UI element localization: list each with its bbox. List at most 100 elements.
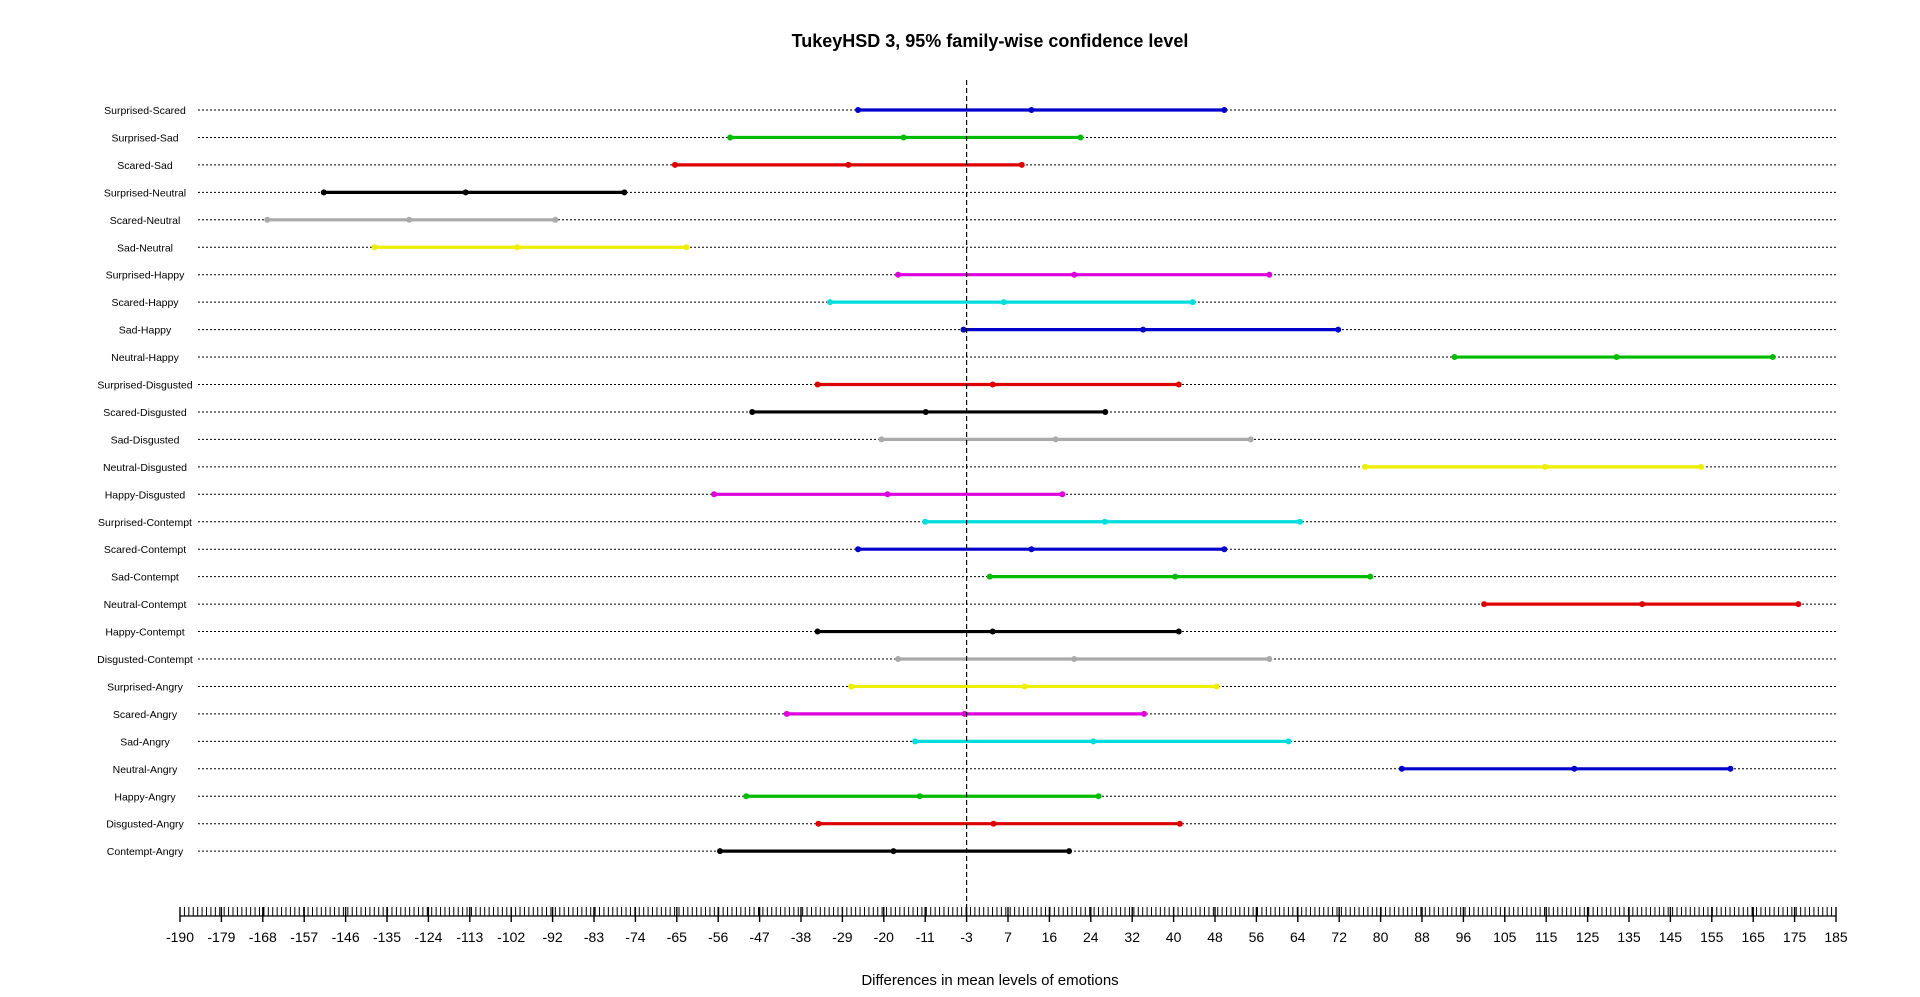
interval-endpoint <box>1066 848 1073 855</box>
interval-sad-disgusted <box>878 436 1254 443</box>
interval-neutral-disgusted <box>1362 463 1705 470</box>
interval-mean-point <box>1000 299 1007 306</box>
interval-endpoint <box>621 189 628 196</box>
interval-mean-point <box>989 628 996 635</box>
interval-sad-neutral <box>371 244 690 251</box>
x-tick-label: 115 <box>1535 929 1558 945</box>
interval-endpoint <box>552 216 559 223</box>
comparison-label: Sad-Angry <box>120 736 170 748</box>
comparison-label: Surprised-Disgusted <box>97 380 192 392</box>
comparison-label: Neutral-Disgusted <box>103 462 187 474</box>
comparison-label: Sad-Happy <box>119 325 172 337</box>
interval-mean-point <box>1090 738 1097 745</box>
interval-endpoint <box>1018 161 1025 168</box>
interval-endpoint <box>895 656 902 662</box>
interval-endpoint <box>848 683 855 690</box>
interval-mean-point <box>845 161 852 168</box>
interval-disgusted-contempt <box>895 656 1273 662</box>
interval-happy-contempt <box>814 628 1182 635</box>
interval-neutral-contempt <box>1481 601 1802 608</box>
interval-endpoint <box>727 134 734 141</box>
comparison-label: Surprised-Happy <box>106 270 186 282</box>
interval-surprised-angry <box>848 683 1220 690</box>
interval-endpoint <box>1266 656 1273 662</box>
interval-endpoint <box>711 491 718 498</box>
interval-endpoint <box>1451 354 1458 361</box>
interval-sad-contempt <box>986 573 1374 580</box>
comparison-label: Surprised-Sad <box>111 132 178 144</box>
interval-scared-happy <box>826 299 1196 306</box>
comparison-label: Surprised-Neutral <box>104 187 186 199</box>
interval-endpoint <box>1175 628 1182 635</box>
interval-surprised-scared <box>855 107 1228 113</box>
x-tick-label: -38 <box>791 929 811 945</box>
interval-endpoint <box>1213 683 1220 690</box>
comparison-label: Scared-Disgusted <box>103 407 187 419</box>
x-tick-label: 72 <box>1331 929 1347 945</box>
x-tick-label: -20 <box>874 929 894 945</box>
interval-endpoint <box>1398 765 1405 772</box>
x-tick-label: 16 <box>1042 929 1058 945</box>
x-tick-label: 165 <box>1742 929 1766 945</box>
interval-endpoint <box>912 738 919 745</box>
x-tick-label: 96 <box>1456 929 1472 945</box>
x-tick-label: 135 <box>1617 929 1641 945</box>
interval-endpoint <box>1727 765 1734 772</box>
interval-mean-point <box>1140 326 1147 333</box>
interval-mean-point <box>1028 546 1035 553</box>
interval-mean-point <box>916 793 923 800</box>
interval-mean-point <box>1052 436 1059 443</box>
x-tick-label: -179 <box>207 929 235 945</box>
x-tick-label: 145 <box>1659 929 1683 945</box>
x-tick-label: -190 <box>166 929 194 945</box>
x-tick-label: -135 <box>373 929 401 945</box>
interval-endpoint <box>371 244 378 251</box>
interval-mean-point <box>890 848 897 855</box>
interval-surprised-neutral <box>320 189 628 196</box>
interval-endpoint <box>855 546 862 553</box>
interval-endpoint <box>671 161 678 168</box>
comparison-label: Happy-Contempt <box>105 627 184 639</box>
interval-mean-point <box>990 820 997 827</box>
interval-mean-point <box>1021 683 1028 690</box>
interval-mean-point <box>513 244 520 251</box>
interval-endpoint <box>749 408 756 415</box>
chart-title: TukeyHSD 3, 95% family-wise confidence l… <box>792 31 1189 51</box>
interval-endpoint <box>683 244 690 251</box>
interval-endpoint <box>826 299 833 306</box>
x-tick-label: -102 <box>497 929 525 945</box>
x-tick-label: 175 <box>1783 929 1807 945</box>
comparison-label: Sad-Disgusted <box>111 434 180 446</box>
interval-endpoint <box>717 848 724 855</box>
interval-mean-point <box>1541 463 1548 470</box>
x-axis: -190 -179 -168 -157 -146 -135 -124 -113 -102 -92 -… <box>166 907 1848 945</box>
interval-neutral-happy <box>1451 354 1776 361</box>
interval-scared-sad <box>671 161 1025 168</box>
interval-endpoint <box>1221 546 1228 553</box>
interval-neutral-angry <box>1398 765 1734 772</box>
interval-surprised-happy <box>895 271 1273 278</box>
interval-endpoint <box>1481 601 1488 608</box>
x-tick-label: -157 <box>290 929 318 945</box>
interval-endpoint <box>1247 436 1254 443</box>
x-tick-label: 56 <box>1249 929 1265 945</box>
interval-endpoint <box>1221 107 1228 113</box>
comparison-label: Scared-Angry <box>113 709 178 721</box>
comparison-label: Neutral-Happy <box>111 352 179 364</box>
x-tick-label: -146 <box>332 929 360 945</box>
comparison-label: Scared-Contempt <box>104 544 186 556</box>
interval-happy-disgusted <box>711 491 1066 498</box>
interval-endpoint <box>1176 820 1183 827</box>
interval-disgusted-angry <box>815 820 1183 827</box>
comparison-label: Contempt-Angry <box>107 846 184 858</box>
comparison-label: Surprised-Angry <box>107 681 184 693</box>
interval-mean-point <box>1071 656 1078 662</box>
x-tick-label: 48 <box>1207 929 1223 945</box>
interval-endpoint <box>1769 354 1776 361</box>
comparison-label: Sad-Contempt <box>111 572 179 584</box>
interval-mean-point <box>884 491 891 498</box>
interval-scared-disgusted <box>749 408 1109 415</box>
interval-endpoint <box>1698 463 1705 470</box>
interval-endpoint <box>1362 463 1369 470</box>
interval-mean-point <box>1101 518 1108 525</box>
